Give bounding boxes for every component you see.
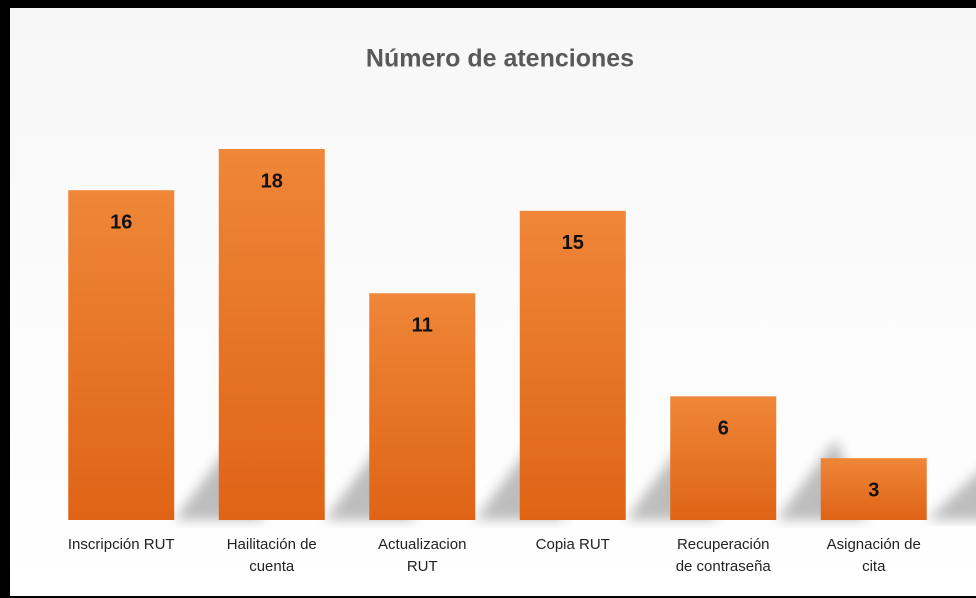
chart: Número de atenciones 16 18 11 15 6 3 <box>68 45 976 521</box>
bar <box>670 396 777 520</box>
bar <box>820 458 927 520</box>
bar <box>519 210 626 521</box>
chart-area: Número de atenciones 16 18 11 15 6 3 Inscripc… <box>10 8 976 596</box>
x-tick-label: Inscripción RUT <box>67 536 175 553</box>
bar <box>369 293 476 520</box>
data-label: 15 <box>562 232 584 254</box>
data-label: 3 <box>868 479 879 501</box>
x-tick-label: Recuperación de contraseña <box>675 536 771 575</box>
bar <box>68 190 175 520</box>
x-tick-label: Hailitación de cuenta <box>226 536 317 575</box>
x-tick-label: Actualizacion RUT <box>378 536 467 575</box>
bar-shadow <box>926 474 976 520</box>
chart-title: Número de atenciones <box>366 45 634 73</box>
bar <box>218 149 325 520</box>
data-label: 18 <box>261 170 283 192</box>
data-label: 16 <box>110 212 132 234</box>
data-label: 11 <box>412 315 433 337</box>
x-tick-label: Asignación de cita <box>826 536 921 575</box>
data-label: 6 <box>718 418 729 440</box>
x-tick-label: Copia RUT <box>535 536 610 553</box>
